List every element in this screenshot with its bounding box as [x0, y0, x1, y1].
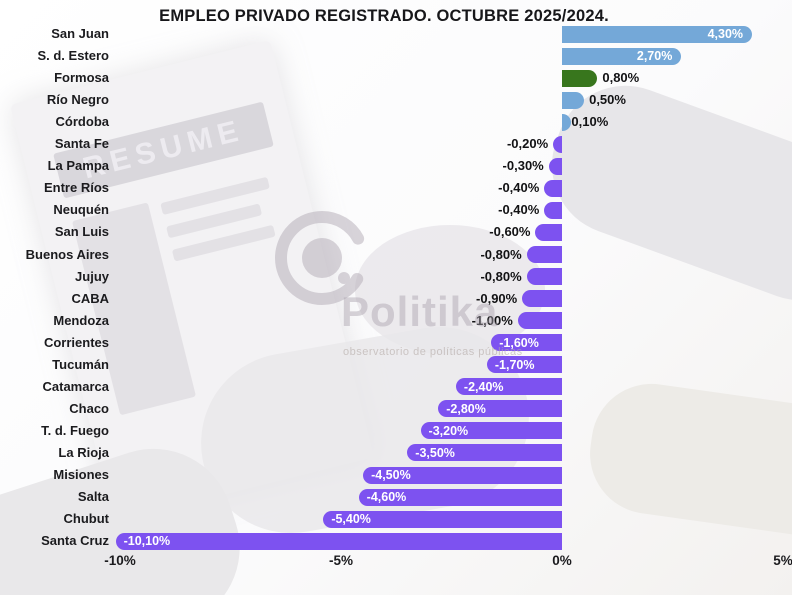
province-label: S. d. Estero: [37, 48, 109, 64]
bar-la-rioja: -3,50%: [407, 444, 562, 462]
province-label: Neuquén: [53, 202, 109, 218]
bar-la-pampa: [548, 157, 562, 175]
bar-value-label: -3,20%: [428, 423, 469, 438]
province-label: Corrientes: [43, 334, 109, 350]
bar-value-label: 4,30%: [707, 27, 744, 41]
province-label: Chaco: [69, 400, 109, 416]
bar-value-label: -0,40%: [498, 202, 540, 218]
bar-misiones: -4,50%: [363, 466, 562, 484]
bar-r-o-negro: [562, 91, 585, 109]
chart-title: EMPLEO PRIVADO REGISTRADO. OCTUBRE 2025/…: [159, 7, 609, 25]
province-label: Santa Cruz: [41, 533, 109, 549]
x-axis-tick-label: 5%: [773, 553, 792, 568]
bar-s-d-estero: 2,70%: [562, 47, 682, 65]
province-label: Misiones: [53, 467, 109, 482]
bar-value-label: -0,80%: [480, 268, 522, 284]
bar-formosa: [562, 69, 598, 87]
bar-t-d-fuego: -3,20%: [420, 422, 562, 440]
bar-entre-r-os: [544, 179, 562, 197]
bar-value-label: -0,40%: [498, 180, 540, 196]
province-label: Chubut: [63, 511, 109, 527]
bar-caba: [522, 290, 562, 308]
bar-catamarca: -2,40%: [455, 378, 562, 396]
province-label: CABA: [71, 290, 109, 306]
bar-corrientes: -1,60%: [491, 334, 562, 352]
province-label: La Pampa: [47, 158, 109, 174]
bar-santa-cruz: -10,10%: [115, 532, 562, 550]
bar-value-label: 0,10%: [571, 114, 609, 130]
province-label: La Rioja: [58, 444, 109, 460]
bar-value-label: 0,80%: [602, 70, 640, 86]
bar-salta: -4,60%: [358, 488, 562, 506]
bar-tucum-n: -1,70%: [486, 356, 562, 374]
bar-value-label: -0,20%: [506, 136, 549, 152]
bar-value-label: -2,80%: [446, 401, 486, 416]
province-label: Formosa: [54, 70, 109, 86]
bar-value-label: -4,50%: [371, 468, 411, 482]
bar-chaco: -2,80%: [438, 400, 562, 418]
province-label: Córdoba: [55, 114, 109, 130]
bar-san-luis: [535, 223, 562, 241]
bar-neuqu-n: [544, 201, 562, 219]
bar-value-label: -3,50%: [415, 445, 455, 460]
bar-value-label: -5,40%: [331, 512, 371, 527]
x-axis-tick-label: 0%: [552, 553, 572, 568]
province-label: Mendoza: [53, 312, 109, 328]
province-label: Tucumán: [52, 356, 109, 372]
bar-jujuy: [526, 268, 562, 286]
bar-value-label: -1,70%: [494, 357, 535, 372]
province-label: San Juan: [51, 26, 109, 41]
bar-value-label: -10,10%: [123, 534, 171, 549]
bar-value-label: -0,30%: [502, 158, 544, 174]
bar-c-rdoba: [562, 113, 571, 131]
province-label: Buenos Aires: [25, 246, 109, 262]
bar-buenos-aires: [526, 246, 562, 263]
province-label: Catamarca: [42, 378, 110, 394]
province-label: Entre Ríos: [43, 180, 109, 196]
province-label: Río Negro: [46, 92, 109, 108]
province-label: San Luis: [54, 224, 109, 240]
bar-value-label: 2,70%: [636, 49, 673, 64]
bar-value-label: -0,60%: [489, 224, 531, 240]
bar-value-label: -1,60%: [499, 335, 539, 350]
bar-value-label: -0,80%: [480, 246, 522, 262]
province-label: T. d. Fuego: [41, 422, 109, 438]
x-axis-tick-label: -10%: [104, 553, 136, 568]
province-label: Jujuy: [75, 268, 109, 284]
bar-chubut: -5,40%: [323, 510, 562, 528]
bar-value-label: -4,60%: [366, 490, 407, 505]
bar-value-label: 0,50%: [589, 92, 626, 108]
bar-value-label: -2,40%: [463, 379, 504, 394]
bar-mendoza: [517, 312, 562, 330]
province-label: Santa Fe: [54, 136, 109, 152]
bar-santa-fe: [553, 135, 562, 153]
bar-value-label: -1,00%: [471, 312, 513, 328]
x-axis-tick-label: -5%: [328, 553, 353, 568]
bar-san-juan: 4,30%: [562, 25, 753, 43]
province-label: Salta: [77, 489, 109, 505]
bar-value-label: -0,90%: [476, 290, 518, 306]
